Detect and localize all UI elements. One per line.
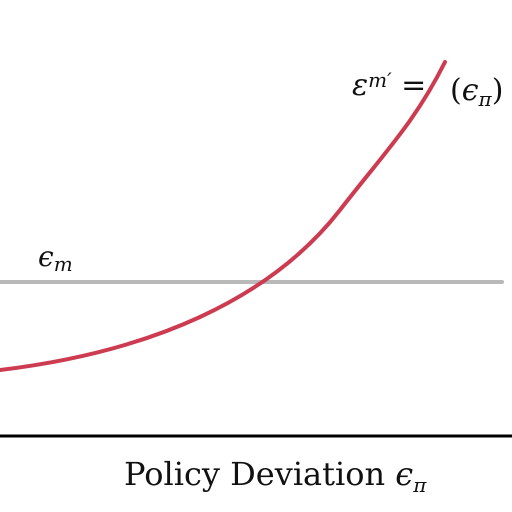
curve-label-paren-open: ( — [450, 73, 462, 108]
curve-label-arg-symbol: ϵ — [462, 73, 479, 108]
threshold-label: ϵm — [38, 240, 73, 276]
curve-label-subscript: m′ — [368, 68, 392, 92]
curve-label: εm′ = — [352, 68, 426, 103]
model-error-curve — [0, 60, 447, 372]
threshold-label-symbol: ϵ — [38, 240, 54, 273]
x-axis-label-subscript: π — [412, 473, 427, 497]
curve-label-arg-subscript: π — [478, 87, 493, 111]
x-axis-label-text: Policy Deviation — [124, 455, 395, 493]
curve-label-paren-close: ) — [492, 73, 504, 108]
x-axis-label-symbol: ϵ — [395, 455, 413, 493]
x-axis-label: Policy Deviation ϵπ — [124, 455, 427, 497]
curve-label-equals: = — [392, 68, 427, 103]
curve-label-argument: (ϵπ) — [450, 73, 503, 111]
curve-label-symbol: ε — [352, 68, 368, 103]
threshold-label-subscript: m — [54, 252, 73, 276]
